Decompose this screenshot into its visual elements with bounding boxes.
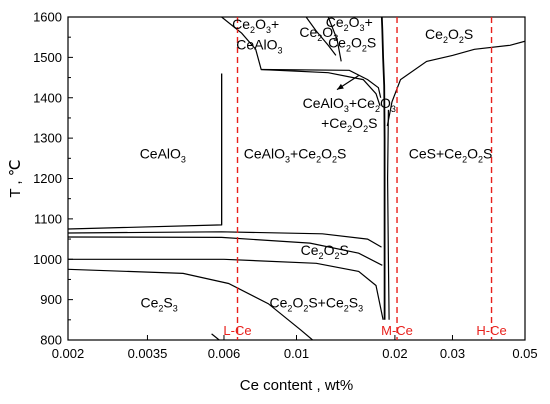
x-tick-label: 0.01 bbox=[284, 346, 309, 361]
axis-ticks: 0.002 0.0035 0.006 0.01 0.02 0.03 0.05 800 900 10… bbox=[33, 10, 538, 362]
x-tick-label: 0.006 bbox=[208, 346, 241, 361]
phase-boundary-b14 bbox=[211, 333, 220, 340]
marker-label-l-ce: L-Ce bbox=[223, 323, 251, 338]
phase-boundary-b13 bbox=[68, 268, 313, 340]
y-tick-label: 1200 bbox=[33, 171, 62, 186]
y-tick-label: 1400 bbox=[33, 90, 62, 105]
plot-frame bbox=[67, 16, 526, 341]
phase-region-label: CeAlO3 bbox=[236, 36, 282, 55]
phase-boundary-b4 bbox=[261, 68, 382, 98]
phase-region-label: CeAlO3+Ce2O2S bbox=[244, 145, 347, 164]
y-tick-label: 1300 bbox=[33, 131, 62, 146]
phase-region-label: CeS+Ce2O2S bbox=[409, 145, 493, 164]
marker-label-h-ce: H-Ce bbox=[476, 323, 506, 338]
phase-region-label: Ce2S3 bbox=[140, 295, 177, 314]
phase-region-label: Ce2O3+ bbox=[326, 14, 373, 33]
phase-region-label: Ce2O2S bbox=[328, 34, 376, 53]
phase-boundary-b11 bbox=[68, 236, 383, 266]
y-tick-label: 1100 bbox=[34, 211, 62, 226]
y-tick-label: 1600 bbox=[33, 10, 62, 25]
phase-region-label: Ce2O2S bbox=[301, 242, 349, 261]
phase-region-labels: Ce2O3+CeAlO3Ce2O3Ce2O3+Ce2O2SCe2O2SCeAlO… bbox=[140, 14, 493, 314]
phase-region-label: Ce2O3+ bbox=[232, 16, 279, 35]
x-axis-title: Ce content , wt% bbox=[240, 377, 353, 394]
y-tick-label: 800 bbox=[40, 333, 62, 348]
phase-boundary-b7 bbox=[386, 109, 390, 320]
x-tick-label: 0.03 bbox=[440, 346, 465, 361]
y-tick-label: 900 bbox=[40, 292, 62, 307]
phase-boundary-b5 bbox=[380, 17, 386, 320]
phase-region-label: Ce2O2S+Ce2S3 bbox=[270, 295, 364, 314]
x-tick-label: 0.05 bbox=[512, 346, 537, 361]
phase-boundary-b3 bbox=[327, 17, 342, 62]
marker-label-m-ce: M-Ce bbox=[381, 323, 413, 338]
y-axis-title: T , ℃ bbox=[7, 159, 24, 197]
phase-boundary-b10 bbox=[68, 231, 382, 248]
phase-boundary-b1 bbox=[221, 17, 381, 106]
phase-region-label: Ce2O3 bbox=[299, 24, 338, 43]
y-tick-label: 1500 bbox=[33, 50, 62, 65]
phase-boundary-b12 bbox=[68, 258, 384, 320]
y-tick-label: 1000 bbox=[33, 252, 62, 267]
composition-markers: L-Ce M-Ce H-Ce bbox=[223, 17, 507, 340]
phase-region-label: Ce2O2S bbox=[425, 26, 473, 45]
phase-boundary-b6 bbox=[386, 40, 525, 127]
annotation-arrow-head bbox=[336, 83, 344, 90]
phase-boundaries bbox=[68, 17, 525, 340]
x-tick-label: 0.02 bbox=[382, 346, 407, 361]
phase-region-label: CeAlO3+Ce2O3 bbox=[303, 95, 396, 114]
phase-region-label: +Ce2O2S bbox=[321, 115, 377, 134]
phase-region-label: CeAlO3 bbox=[140, 145, 186, 164]
x-tick-label: 0.0035 bbox=[128, 346, 168, 361]
phase-boundary-b2 bbox=[305, 17, 337, 56]
x-tick-label: 0.002 bbox=[52, 346, 85, 361]
